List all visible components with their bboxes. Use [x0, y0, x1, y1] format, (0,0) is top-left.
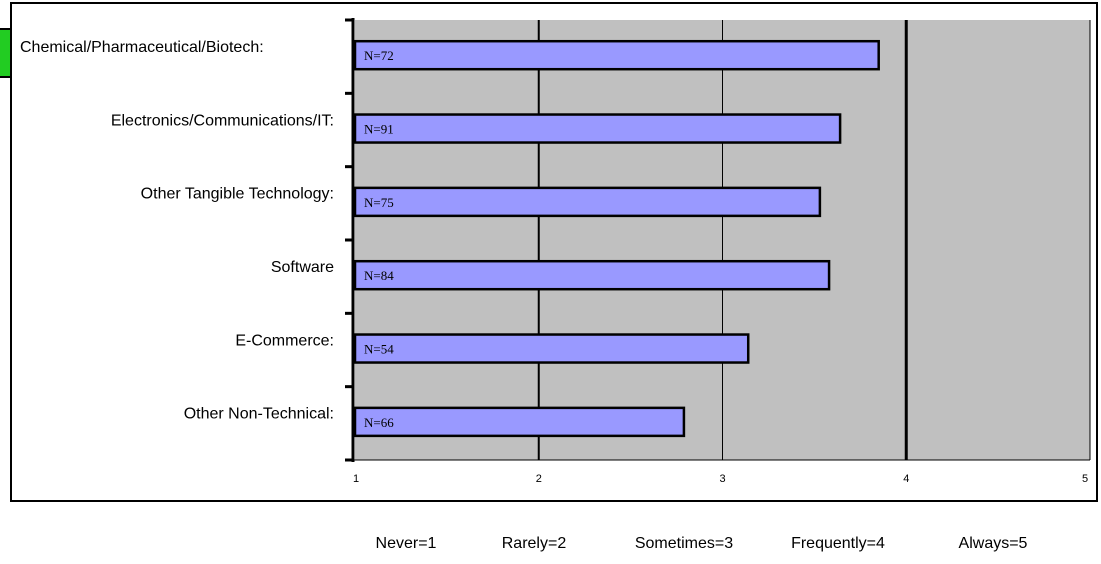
- bar: [353, 333, 750, 364]
- bar: [353, 113, 842, 144]
- category-label: Chemical/Pharmaceutical/Biotech:: [20, 39, 264, 56]
- category-label: E-Commerce:: [235, 332, 334, 349]
- x-tick-label: 3: [719, 473, 725, 485]
- bar-data-label: N=91: [364, 122, 394, 137]
- scale-label: Never=1: [376, 535, 437, 552]
- scale-label: Sometimes=3: [635, 535, 733, 552]
- category-label: Software: [271, 259, 334, 276]
- bar-data-label: N=75: [364, 195, 394, 210]
- category-label: Other Tangible Technology:: [141, 186, 334, 203]
- bar: [353, 39, 880, 71]
- scale-labels: Never=1 Rarely=2 Sometimes=3 Frequently=4 Al…: [376, 535, 1028, 552]
- x-tick-label: 1: [353, 473, 359, 485]
- green-marker: [0, 28, 12, 78]
- category-label: Electronics/Communications/IT:: [111, 112, 334, 129]
- x-tick-label: 4: [903, 473, 909, 485]
- category-label: Other Non-Technical:: [184, 406, 334, 423]
- scale-label: Frequently=4: [791, 535, 885, 552]
- x-tick-labels: 1 2 3 4 5: [353, 473, 1088, 485]
- x-tick-label: 5: [1082, 473, 1088, 485]
- bar: [353, 406, 686, 438]
- scale-label: Rarely=2: [502, 535, 567, 552]
- bar-data-label: N=66: [364, 415, 394, 430]
- gridlines: [537, 20, 1091, 460]
- y-ticks: [345, 18, 353, 462]
- bar-data-label: N=72: [364, 48, 394, 63]
- bar: [353, 186, 822, 218]
- bar-data-label: N=84: [364, 268, 394, 283]
- scale-label: Always=5: [959, 535, 1028, 552]
- bar-data-label: N=54: [364, 342, 394, 357]
- bars: N=72 Chemical/Pharmaceutical/Biotech: N=91…: [20, 39, 880, 438]
- x-tick-label: 2: [536, 473, 542, 485]
- bar: [353, 259, 831, 291]
